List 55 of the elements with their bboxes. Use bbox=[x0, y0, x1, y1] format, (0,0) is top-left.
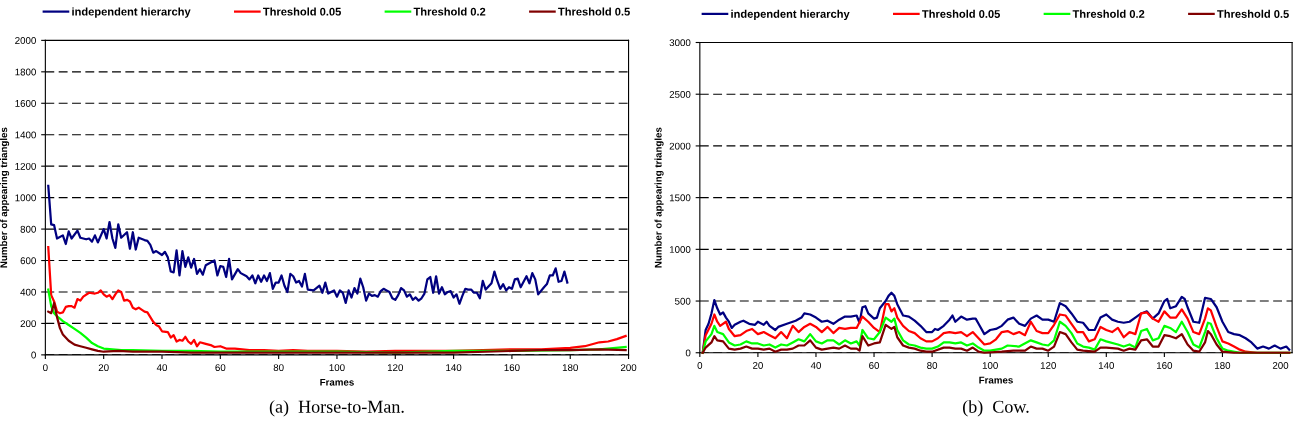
y-tick-label: 2000 bbox=[15, 37, 36, 44]
legend-label: Threshold 0.5 bbox=[558, 7, 630, 16]
x-tick-label: 0 bbox=[697, 362, 703, 369]
x-tick-label: 180 bbox=[562, 364, 578, 372]
x-tick-label: 60 bbox=[869, 362, 880, 369]
x-tick-label: 140 bbox=[446, 364, 462, 372]
x-tick-label: 20 bbox=[98, 364, 109, 372]
x-tick-label: 180 bbox=[1215, 362, 1231, 369]
legend-label: independent hierarchy bbox=[731, 9, 850, 21]
x-tick-label: 40 bbox=[810, 362, 821, 369]
x-tick-label: 200 bbox=[620, 364, 637, 372]
y-tick-label: 1600 bbox=[15, 100, 36, 107]
x-tick-label: 200 bbox=[1272, 362, 1289, 369]
y-tick-label: 400 bbox=[20, 288, 36, 296]
x-tick-label: 140 bbox=[1098, 362, 1115, 369]
x-axis-title: Frames bbox=[320, 378, 354, 386]
y-tick-label: 3000 bbox=[669, 39, 691, 47]
y-tick-label: 1400 bbox=[15, 131, 36, 139]
x-axis-title: Frames bbox=[979, 376, 1013, 384]
x-tick-label: 100 bbox=[329, 364, 345, 372]
legend-label: Threshold 0.2 bbox=[413, 7, 486, 16]
y-tick-label: 1000 bbox=[15, 194, 36, 202]
y-tick-label: 0 bbox=[685, 349, 691, 357]
y-axis-title: Number of appearing triangles bbox=[654, 127, 664, 268]
y-tick-label: 2000 bbox=[669, 142, 691, 150]
y-tick-label: 200 bbox=[20, 320, 36, 328]
y-tick-label: 1500 bbox=[669, 194, 691, 202]
x-tick-label: 80 bbox=[273, 364, 284, 372]
text: (b) Cow. bbox=[963, 400, 1029, 417]
y-tick-label: 1200 bbox=[15, 162, 36, 170]
legend-label: Threshold 0.05 bbox=[263, 7, 341, 16]
x-tick-label: 40 bbox=[156, 364, 168, 372]
y-tick-label: 500 bbox=[674, 297, 691, 305]
y-tick-label: 1800 bbox=[15, 68, 36, 76]
legend-label: Threshold 0.2 bbox=[1072, 9, 1145, 18]
x-tick-label: 0 bbox=[43, 364, 48, 372]
x-tick-label: 120 bbox=[387, 364, 404, 372]
text: (a) Horse-to-Man. bbox=[269, 400, 404, 417]
y-tick-label: 0 bbox=[31, 351, 36, 359]
legend-label: independent hierarchy bbox=[72, 7, 191, 18]
x-tick-label: 80 bbox=[927, 362, 938, 369]
y-tick-label: 2500 bbox=[669, 90, 691, 98]
line-series bbox=[47, 184, 569, 305]
x-tick-label: 100 bbox=[982, 362, 998, 369]
x-tick-label: 60 bbox=[215, 364, 226, 372]
y-axis-title: Number of appearing triangles bbox=[0, 127, 10, 268]
x-tick-label: 120 bbox=[1040, 362, 1056, 369]
y-tick-label: 600 bbox=[20, 257, 36, 265]
x-tick-label: 160 bbox=[1157, 362, 1173, 369]
x-tick-label: 20 bbox=[752, 362, 763, 369]
y-tick-label: 800 bbox=[20, 225, 36, 233]
legend-label: Threshold 0.5 bbox=[1217, 9, 1289, 18]
legend-label: Threshold 0.05 bbox=[922, 9, 1000, 18]
y-tick-label: 1000 bbox=[669, 246, 691, 253]
x-tick-label: 160 bbox=[504, 364, 520, 372]
